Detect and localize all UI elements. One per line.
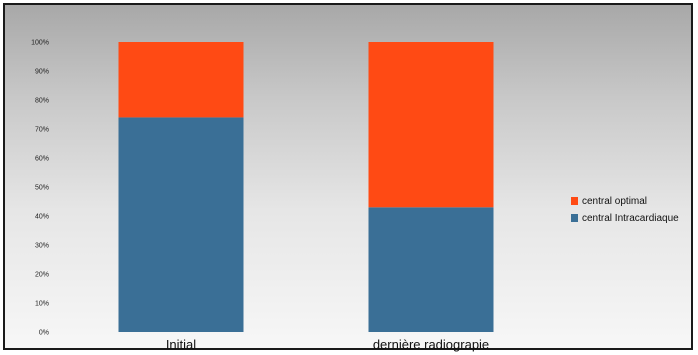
legend-swatch <box>571 197 578 205</box>
legend: central optimal central Intracardiaque <box>571 196 679 224</box>
y-tick-label: 70% <box>35 127 49 134</box>
y-tick-label: 50% <box>35 185 49 192</box>
y-tick-label: 90% <box>35 69 49 76</box>
x-category-label: dernière radiograpie <box>373 337 489 352</box>
bar-segment-central-optimal-0 <box>118 42 244 118</box>
stacked-bar-chart: 0% 10% 20% 30% 40% 50% 60% 70% 80% 90% 100% Initia… <box>31 40 679 353</box>
bar-segment-central-intracardiaque-1 <box>368 207 494 332</box>
legend-label: central optimal <box>582 196 647 207</box>
legend-swatch <box>571 214 578 222</box>
chart-frame: 0% 10% 20% 30% 40% 50% 60% 70% 80% 90% 100% Initia… <box>3 3 693 353</box>
legend-label: central Intracardiaque <box>582 213 679 224</box>
y-axis-tick-labels: 0% 10% 20% 30% 40% 50% 60% 70% 80% 90% 100% <box>31 40 49 337</box>
y-tick-label: 40% <box>35 214 49 221</box>
y-tick-label: 30% <box>35 243 49 250</box>
x-axis-category-labels: Initial dernière radiograpie <box>166 337 489 352</box>
bar-segment-central-intracardiaque-0 <box>118 117 244 333</box>
y-tick-label: 0% <box>39 330 49 337</box>
y-tick-label: 20% <box>35 272 49 279</box>
y-tick-label: 60% <box>35 156 49 163</box>
bars <box>118 42 494 333</box>
bar-segment-central-optimal-1 <box>368 42 494 208</box>
y-tick-label: 10% <box>35 301 49 308</box>
y-tick-label: 100% <box>31 40 49 47</box>
y-tick-label: 80% <box>35 98 49 105</box>
x-category-label: Initial <box>166 337 196 352</box>
